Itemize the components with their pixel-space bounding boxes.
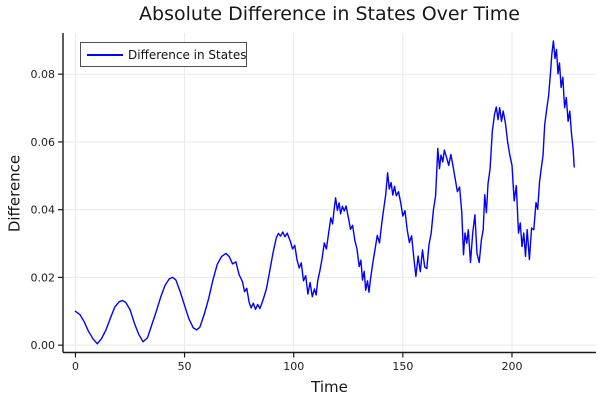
series-line xyxy=(74,40,575,345)
chart-title: Absolute Difference in States Over Time xyxy=(139,3,520,25)
y-tick-label: 0.08 xyxy=(31,68,56,81)
legend-label: Difference in States xyxy=(128,47,247,62)
x-tick-label: 50 xyxy=(178,360,192,373)
y-tick-label: 0.02 xyxy=(31,271,56,284)
x-tick-label: 200 xyxy=(501,360,522,373)
x-tick-label: 0 xyxy=(72,360,79,373)
x-axis-label: Time xyxy=(311,378,348,396)
y-tick-label: 0.04 xyxy=(31,204,56,217)
legend-line-sample-icon xyxy=(87,53,123,56)
x-tick-label: 150 xyxy=(392,360,413,373)
x-tick-label: 100 xyxy=(283,360,304,373)
y-axis-label: Difference xyxy=(5,154,24,233)
legend: Difference in States xyxy=(80,42,247,67)
y-tick-label: 0.06 xyxy=(31,136,56,149)
y-tick-label: 0.00 xyxy=(31,339,56,352)
